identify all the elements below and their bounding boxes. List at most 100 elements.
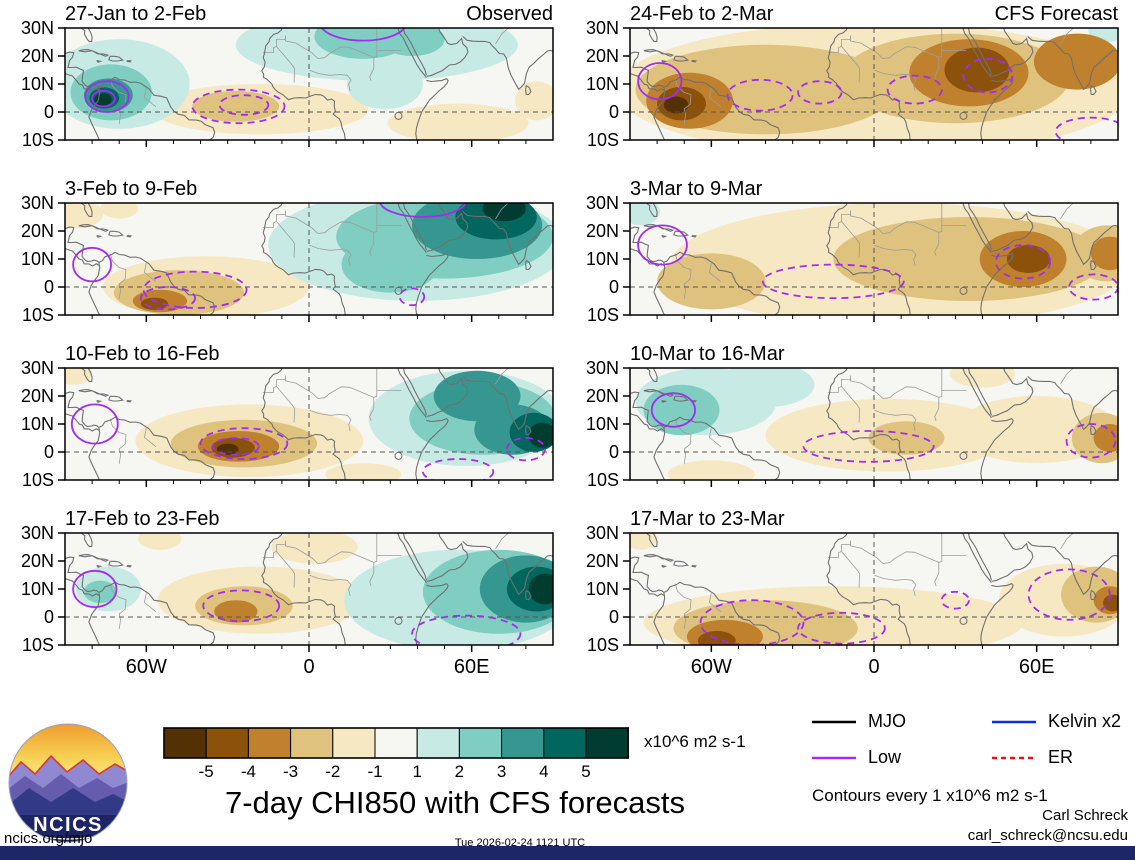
svg-text:10S: 10S xyxy=(587,305,619,325)
legend-item-low: Low xyxy=(810,747,986,768)
svg-text:3: 3 xyxy=(497,762,506,781)
panel-date-range: 10-Feb to 16-Feb xyxy=(65,343,220,365)
panel-header-row: 17-Feb to 23-Feb xyxy=(65,507,553,531)
svg-text:0: 0 xyxy=(44,607,54,627)
svg-text:1: 1 xyxy=(412,762,421,781)
svg-text:10N: 10N xyxy=(586,74,619,94)
map-panel: 30N 20N 10N 0 10S xyxy=(586,18,1119,150)
svg-text:0: 0 xyxy=(44,102,54,122)
svg-text:60W: 60W xyxy=(126,656,167,678)
mjo-line-icon xyxy=(812,720,856,723)
svg-text:-3: -3 xyxy=(283,762,298,781)
legend-label-low: Low xyxy=(868,747,902,767)
footer-bar xyxy=(0,846,1135,860)
map-panel: 30N 20N 10N 0 10S xyxy=(21,193,554,325)
svg-text:30N: 30N xyxy=(21,523,54,543)
svg-text:10S: 10S xyxy=(22,305,54,325)
panel-date-range: 24-Feb to 2-Mar xyxy=(630,3,774,25)
colorbar-units: x10^6 m2 s-1 xyxy=(644,732,746,751)
svg-text:30N: 30N xyxy=(586,358,619,378)
svg-text:60E: 60E xyxy=(1019,656,1055,678)
svg-text:10N: 10N xyxy=(586,414,619,434)
svg-text:30N: 30N xyxy=(21,358,54,378)
svg-text:4: 4 xyxy=(539,762,548,781)
svg-text:-1: -1 xyxy=(367,762,382,781)
svg-text:20N: 20N xyxy=(586,46,619,66)
panel-header-row: 24-Feb to 2-Mar CFS Forecast xyxy=(630,2,1118,26)
low-line-icon xyxy=(812,756,856,759)
panel-date-range: 3-Feb to 9-Feb xyxy=(65,178,198,200)
svg-text:10S: 10S xyxy=(22,130,54,150)
panel-header-row: 3-Feb to 9-Feb xyxy=(65,177,553,201)
svg-text:30N: 30N xyxy=(21,193,54,213)
svg-text:20N: 20N xyxy=(21,551,54,571)
svg-text:10S: 10S xyxy=(22,635,54,655)
svg-text:10S: 10S xyxy=(587,635,619,655)
map-panel: 30N 20N 10N 0 10S xyxy=(21,358,554,490)
svg-text:-4: -4 xyxy=(241,762,256,781)
er-line-icon xyxy=(992,756,1036,759)
map-panel: 30N 20N 10N 0 10S 60W 0 60E xyxy=(586,523,1119,678)
column-header-observed: Observed xyxy=(466,3,553,25)
svg-text:5: 5 xyxy=(581,762,590,781)
figure-title: 7-day CHI850 with CFS forecasts xyxy=(224,785,685,820)
panel-header-row: 10-Mar to 16-Mar xyxy=(630,342,1118,366)
svg-text:0: 0 xyxy=(44,277,54,297)
svg-text:20N: 20N xyxy=(21,221,54,241)
legend-item-er: ER xyxy=(990,747,1121,768)
author-credit: Carl Schreck xyxy=(1042,807,1128,824)
svg-text:10S: 10S xyxy=(587,470,619,490)
website-link: ncics.org/mjo xyxy=(4,830,93,847)
svg-text:0: 0 xyxy=(303,656,314,678)
logo-ridge-line xyxy=(9,754,127,779)
svg-text:10S: 10S xyxy=(22,470,54,490)
kelvin-line-icon xyxy=(992,720,1036,723)
panel-date-range: 17-Mar to 23-Mar xyxy=(630,508,785,530)
svg-text:30N: 30N xyxy=(586,193,619,213)
svg-text:60E: 60E xyxy=(454,656,490,678)
legend-item-kelvin: Kelvin x2 xyxy=(990,711,1121,732)
author-email: carl_schreck@ncsu.edu xyxy=(967,827,1128,844)
panel-header-row: 10-Feb to 16-Feb xyxy=(65,342,553,366)
logo-text: NCICS xyxy=(33,814,103,836)
svg-text:10S: 10S xyxy=(587,130,619,150)
map-panel: 30N 20N 10N 0 10S xyxy=(21,18,554,150)
svg-text:0: 0 xyxy=(868,656,879,678)
legend-label-er: ER xyxy=(1048,747,1074,767)
colorbar: -5 -4 -3 -2 -1 1 2 3 4 5 xyxy=(163,727,629,781)
map-panel: 30N 20N 10N 0 10S 60W 0 60E xyxy=(21,523,554,678)
svg-text:10N: 10N xyxy=(21,414,54,434)
svg-text:20N: 20N xyxy=(21,386,54,406)
svg-text:10N: 10N xyxy=(586,249,619,269)
svg-text:0: 0 xyxy=(609,102,619,122)
column-header-forecast: CFS Forecast xyxy=(994,3,1118,25)
contours-note: Contours every 1 x10^6 m2 s-1 xyxy=(812,786,1048,805)
map-panel: 30N 20N 10N 0 10S xyxy=(586,358,1119,490)
panel-header-row: 3-Mar to 9-Mar xyxy=(630,177,1118,201)
panel-header-row: 17-Mar to 23-Mar xyxy=(630,507,1118,531)
svg-text:-2: -2 xyxy=(325,762,340,781)
svg-text:30N: 30N xyxy=(586,523,619,543)
panel-header-row: 27-Jan to 2-Feb Observed xyxy=(65,2,553,26)
svg-text:10N: 10N xyxy=(21,74,54,94)
legend-label-mjo: MJO xyxy=(868,711,906,731)
svg-text:-5: -5 xyxy=(199,762,214,781)
svg-text:30N: 30N xyxy=(586,18,619,38)
panel-date-range: 3-Mar to 9-Mar xyxy=(630,178,763,200)
ncics-logo: NCICS xyxy=(8,723,128,843)
svg-text:20N: 20N xyxy=(586,551,619,571)
svg-text:60W: 60W xyxy=(691,656,732,678)
svg-text:0: 0 xyxy=(609,607,619,627)
legend: MJO Kelvin x2 Low ER xyxy=(810,711,1121,768)
svg-text:2: 2 xyxy=(455,762,464,781)
legend-label-kelvin: Kelvin x2 xyxy=(1048,711,1122,731)
svg-text:20N: 20N xyxy=(21,46,54,66)
legend-item-mjo: MJO xyxy=(810,711,986,732)
svg-text:0: 0 xyxy=(44,442,54,462)
svg-text:20N: 20N xyxy=(586,386,619,406)
panel-date-range: 17-Feb to 23-Feb xyxy=(65,508,220,530)
svg-text:20N: 20N xyxy=(586,221,619,241)
svg-text:10N: 10N xyxy=(586,579,619,599)
svg-text:10N: 10N xyxy=(21,249,54,269)
